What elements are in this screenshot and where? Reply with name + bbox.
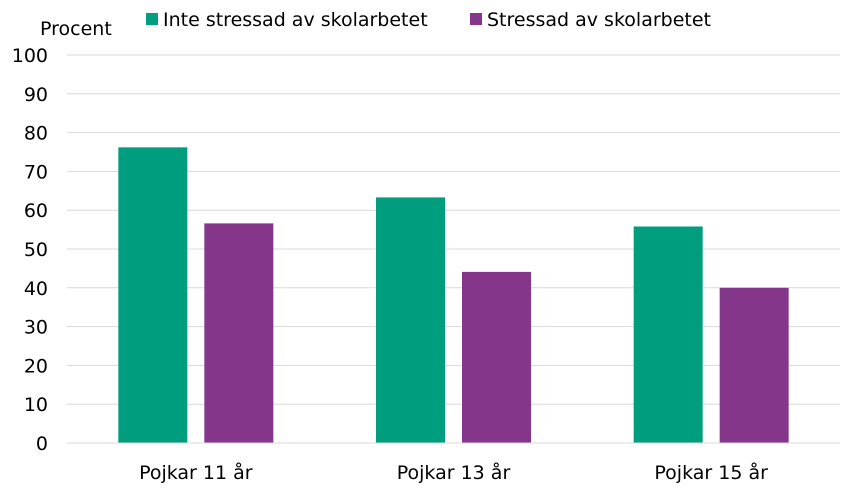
y-axis-ticks: 0 10 20 30 40 50 60 70 80 90 100 (12, 45, 48, 455)
bar (376, 197, 445, 443)
y-tick-label: 90 (24, 84, 48, 106)
y-tick-label: 50 (24, 239, 48, 261)
bar (633, 226, 703, 443)
bar (204, 223, 274, 443)
gridlines (67, 54, 840, 405)
x-axis-ticks: Pojkar 11 år Pojkar 13 år Pojkar 15 år (139, 461, 768, 484)
y-axis-label: Procent (40, 18, 112, 40)
y-tick-label: 0 (36, 433, 48, 455)
y-tick-label: 20 (24, 355, 48, 377)
legend-label: Stressad av skolarbetet (487, 9, 711, 31)
x-tick-label: Pojkar 15 år (654, 461, 768, 484)
bar (719, 287, 789, 443)
legend-swatch (146, 13, 158, 25)
legend-swatch (470, 13, 482, 25)
y-tick-label: 10 (24, 394, 48, 416)
legend-label: Inte stressad av skolarbetet (163, 9, 428, 31)
y-tick-label: 100 (12, 45, 48, 67)
y-tick-label: 80 (24, 123, 48, 145)
legend: Inte stressad av skolarbetet Stressad av … (146, 9, 711, 31)
x-tick-label: Pojkar 13 år (397, 461, 511, 484)
x-tick-label: Pojkar 11 år (139, 461, 253, 484)
y-tick-label: 40 (24, 278, 48, 300)
bars (118, 147, 789, 443)
y-tick-label: 70 (24, 161, 48, 183)
bar (462, 271, 531, 443)
bar (118, 147, 188, 443)
y-tick-label: 60 (24, 200, 48, 222)
y-tick-label: 30 (24, 317, 48, 339)
